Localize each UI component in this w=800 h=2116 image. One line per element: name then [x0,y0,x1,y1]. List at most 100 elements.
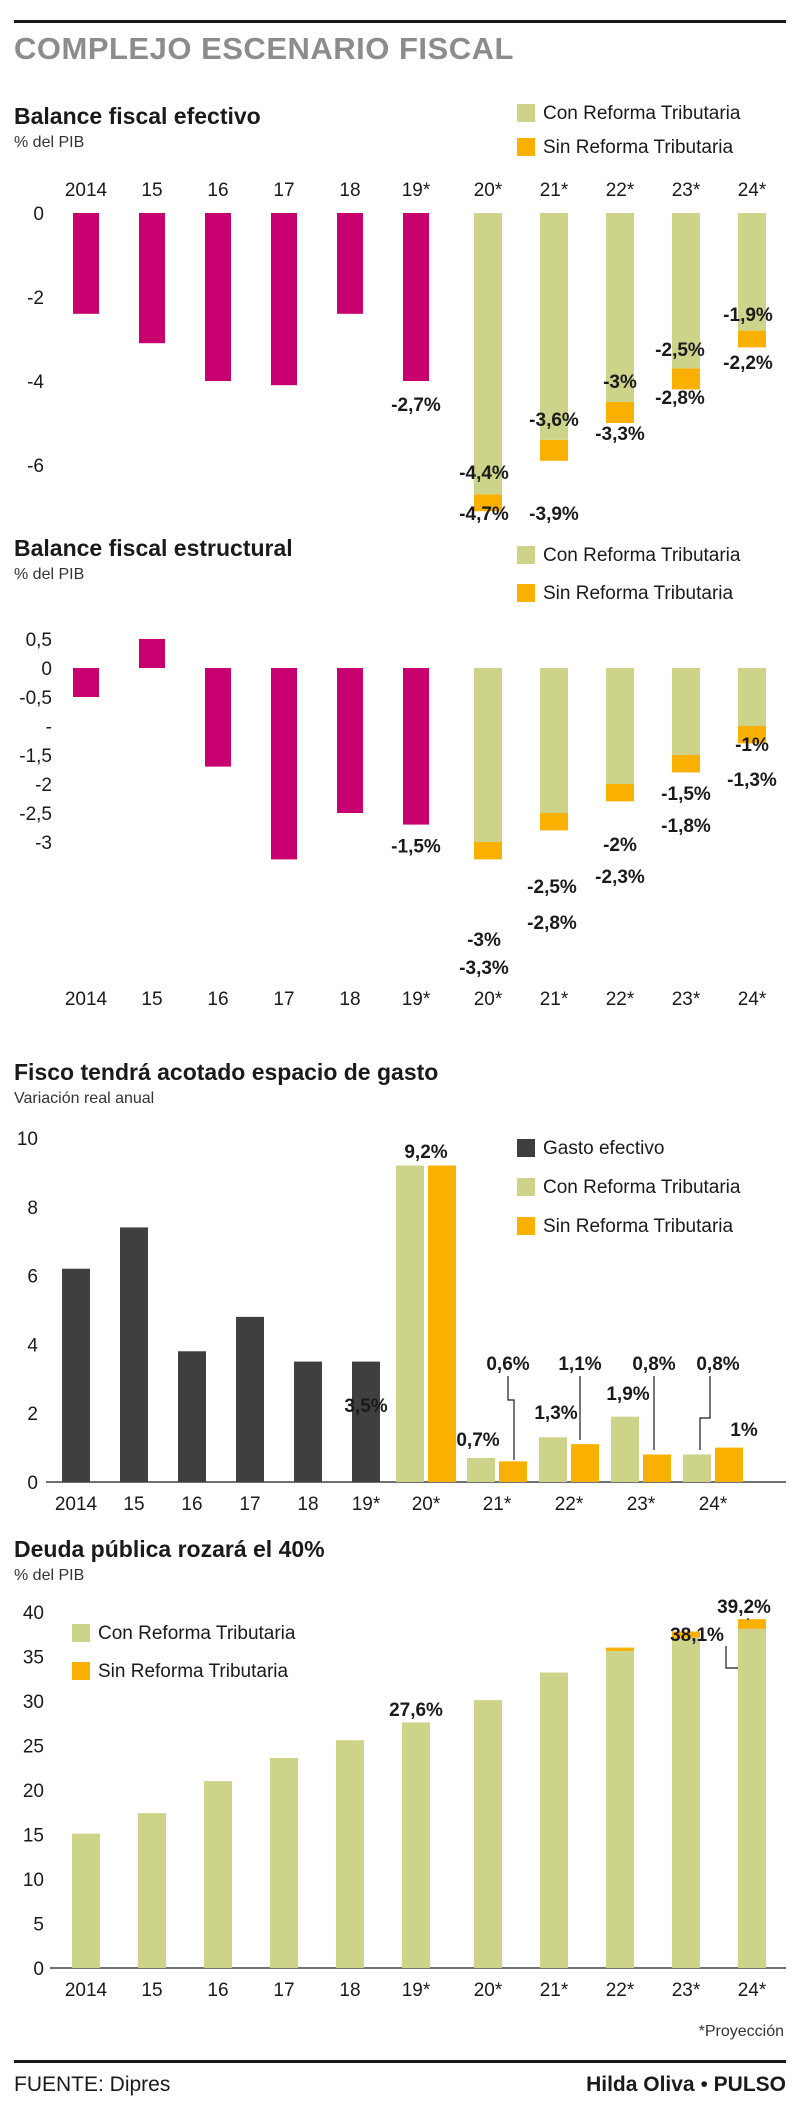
c4-ytick-3: 15 [23,1826,44,1847]
c4-legend-label-0: Con Reforma Tributaria [98,1623,296,1644]
c4-xtick-4: 18 [339,1980,360,2001]
c2-label-con-4: -1% [735,735,769,756]
c3-legend-label-2: Sin Reforma Tributaria [543,1216,734,1237]
c1-bar-hist-3 [271,213,297,386]
c1-xtick-4: 18 [339,180,360,201]
c4-bar-sin-10 [738,1619,766,1629]
c2-bar-con-8 [606,668,634,784]
c2-legend-swatch-1 [517,584,535,602]
c1-label-con-3: -2,5% [655,340,705,361]
c2-legend-swatch-0 [517,546,535,564]
c1-legend-label-0: Con Reforma Tributaria [543,103,741,124]
c1-legend-swatch-0 [517,104,535,122]
c1-label-sin-4: -2,2% [723,353,773,374]
c3-legend-swatch-0 [517,1139,535,1157]
c2-xtick-4: 18 [339,989,360,1010]
c1-label-sin-2: -3,3% [595,424,645,445]
c3-label-con-23: 1,9% [606,1384,649,1405]
c3-bar-sin-8 [571,1444,599,1482]
c1-xtick-2: 16 [207,180,228,201]
footer-author: Hilda Oliva [586,2073,695,2096]
c3-bar-gasto-4 [294,1361,322,1482]
c2-bar-sin-6 [474,842,502,860]
c4-xtick-0: 2014 [65,1980,108,2001]
c1-label-sin-1: -3,9% [529,504,579,525]
c4-ytick-8: 40 [23,1603,44,1624]
c2-label-sin-1: -2,8% [527,913,577,934]
c3-bar-sin-6 [428,1165,456,1482]
c3-label-sin-22: 1,1% [558,1354,601,1375]
c2-legend-label-0: Con Reforma Tributaria [543,545,741,566]
c3-label-con-21: 0,7% [456,1430,499,1451]
c2-ytick-2: -0,5 [19,688,52,709]
c4-label-19: 27,6% [389,1700,443,1721]
c4-bar-con-9 [672,1637,700,1968]
c3-bar-con-6 [396,1165,424,1482]
c3-xtick-4: 18 [297,1494,318,1515]
c2-bar-sin-8 [606,784,634,802]
c3-bar-con-10 [683,1454,711,1482]
c2-bar-sin-9 [672,755,700,773]
c3-xtick-10: 24* [699,1494,728,1515]
c3-ytick-3: 6 [27,1267,38,1288]
c3-legend-label-1: Con Reforma Tributaria [543,1177,741,1198]
c4-bar-con-5 [402,1722,430,1968]
c2-label-con-1: -2,5% [527,877,577,898]
c1-legend-swatch-1 [517,138,535,156]
c3-bar-gasto-3 [236,1316,264,1482]
c2-label-19: -1,5% [391,837,441,858]
c3-label-sin-24: 1% [730,1420,758,1441]
c3-label-sin-21: 0,6% [486,1354,529,1375]
c3-ytick-0: 0 [27,1473,38,1494]
c3-label-20: 9,2% [404,1142,447,1163]
c3-ytick-4: 8 [27,1198,38,1219]
c4-xtick-2: 16 [207,1980,228,2001]
c4-xtick-1: 15 [141,1980,162,2001]
c1-label-con-0: -4,4% [459,463,509,484]
c1-bar-hist-4 [337,213,363,314]
c4-ytick-2: 10 [23,1870,44,1891]
c2-label-con-0: -3% [467,930,501,951]
c3-label-con-22: 1,3% [534,1403,577,1424]
c1-bar-con-7 [540,213,568,440]
c3-legend-swatch-1 [517,1178,535,1196]
c1-xtick-3: 17 [273,180,294,201]
c2-xtick-8: 22* [606,989,635,1010]
c2-xtick-0: 2014 [65,989,108,1010]
c2-ytick-7: -3 [35,833,52,854]
c3-xtick-5: 19* [352,1494,381,1515]
c2-bar-con-10 [738,668,766,726]
c4-xtick-10: 24* [738,1980,767,2001]
c3-xtick-2: 16 [181,1494,202,1515]
c1-ytick-0: 0 [33,204,44,225]
c4-ytick-7: 35 [23,1648,44,1669]
c1-bar-hist-1 [139,213,165,344]
c4-xtick-3: 17 [273,1980,294,2001]
c3-label-sin-23: 0,8% [632,1354,675,1375]
c2-ytick-3: - [46,717,52,738]
c1-bar-hist-2 [205,213,231,381]
c4-label-sin-24: 39,2% [717,1597,771,1618]
c4-subtitle: % del PIB [14,1567,84,1584]
c2-ytick-4: -1,5 [19,746,52,767]
c3-xtick-3: 17 [239,1494,260,1515]
c3-bar-con-8 [539,1437,567,1482]
c4-xtick-7: 21* [540,1980,569,2001]
c2-xtick-2: 16 [207,989,228,1010]
c4-bar-con-10 [738,1628,766,1968]
c2-xtick-6: 20* [474,989,503,1010]
c2-bar-hist-1 [139,639,165,668]
c4-leader-con-24 [725,1646,738,1669]
c4-bar-con-2 [204,1781,232,1968]
c4-bar-con-0 [72,1833,100,1968]
c3-bar-con-7 [467,1457,495,1482]
c4-bar-con-1 [138,1813,166,1968]
c1-legend-label-1: Sin Reforma Tributaria [543,137,734,158]
c1-bar-sin-10 [738,330,766,348]
c3-xtick-6: 20* [412,1494,441,1515]
c4-xtick-6: 20* [474,1980,503,2001]
c1-xtick-9: 23* [672,180,701,201]
c4-xtick-8: 22* [606,1980,635,2001]
c2-bar-hist-5 [403,668,429,825]
